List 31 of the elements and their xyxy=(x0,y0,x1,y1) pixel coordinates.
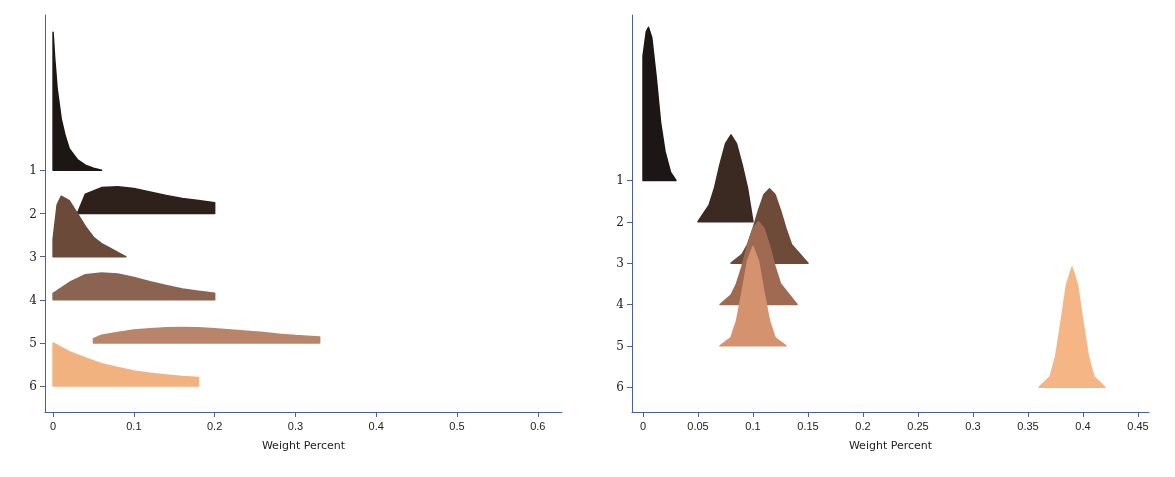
x-tick-label: 0 xyxy=(50,419,57,432)
x-tick-label: 0.35 xyxy=(1017,419,1039,432)
x-tick-label: 0.3 xyxy=(287,419,304,432)
x-tick-label: 0.15 xyxy=(797,419,819,432)
x-tick-label: 0.45 xyxy=(1127,419,1149,432)
x-tick-label: 0.1 xyxy=(745,419,761,432)
x-tick-label: 0.6 xyxy=(530,419,546,432)
y-tick-label: 6 xyxy=(616,380,624,395)
x-tick-label: 0 xyxy=(639,419,647,432)
y-tick-label: 2 xyxy=(29,206,37,221)
y-tick-label: 3 xyxy=(29,249,37,264)
x-tick-label: 0.1 xyxy=(126,419,142,432)
y-tick-label: 5 xyxy=(616,338,624,353)
x-tick-label: 0.4 xyxy=(1075,419,1091,432)
x-tick-label: 0.2 xyxy=(855,419,871,432)
x-tick-label: 0.4 xyxy=(368,419,384,432)
x-tick-label: 0.25 xyxy=(907,419,929,432)
x-axis-title: Weight Percent xyxy=(261,439,346,452)
x-tick-label: 0.05 xyxy=(687,419,709,432)
x-tick-label: 0.2 xyxy=(206,419,223,432)
y-tick-label: 6 xyxy=(29,379,37,394)
x-tick-label: 0.3 xyxy=(965,419,981,432)
x-axis-title: Weight Percent xyxy=(848,439,933,452)
y-tick-label: 1 xyxy=(616,173,624,188)
x-tick-label: 0.5 xyxy=(449,419,465,432)
y-tick-label: 1 xyxy=(29,163,37,178)
y-tick-label: 3 xyxy=(616,256,624,271)
y-tick-label: 2 xyxy=(616,214,624,229)
y-tick-label: 5 xyxy=(29,335,37,350)
y-tick-label: 4 xyxy=(29,292,38,307)
y-tick-label: 4 xyxy=(616,297,625,312)
